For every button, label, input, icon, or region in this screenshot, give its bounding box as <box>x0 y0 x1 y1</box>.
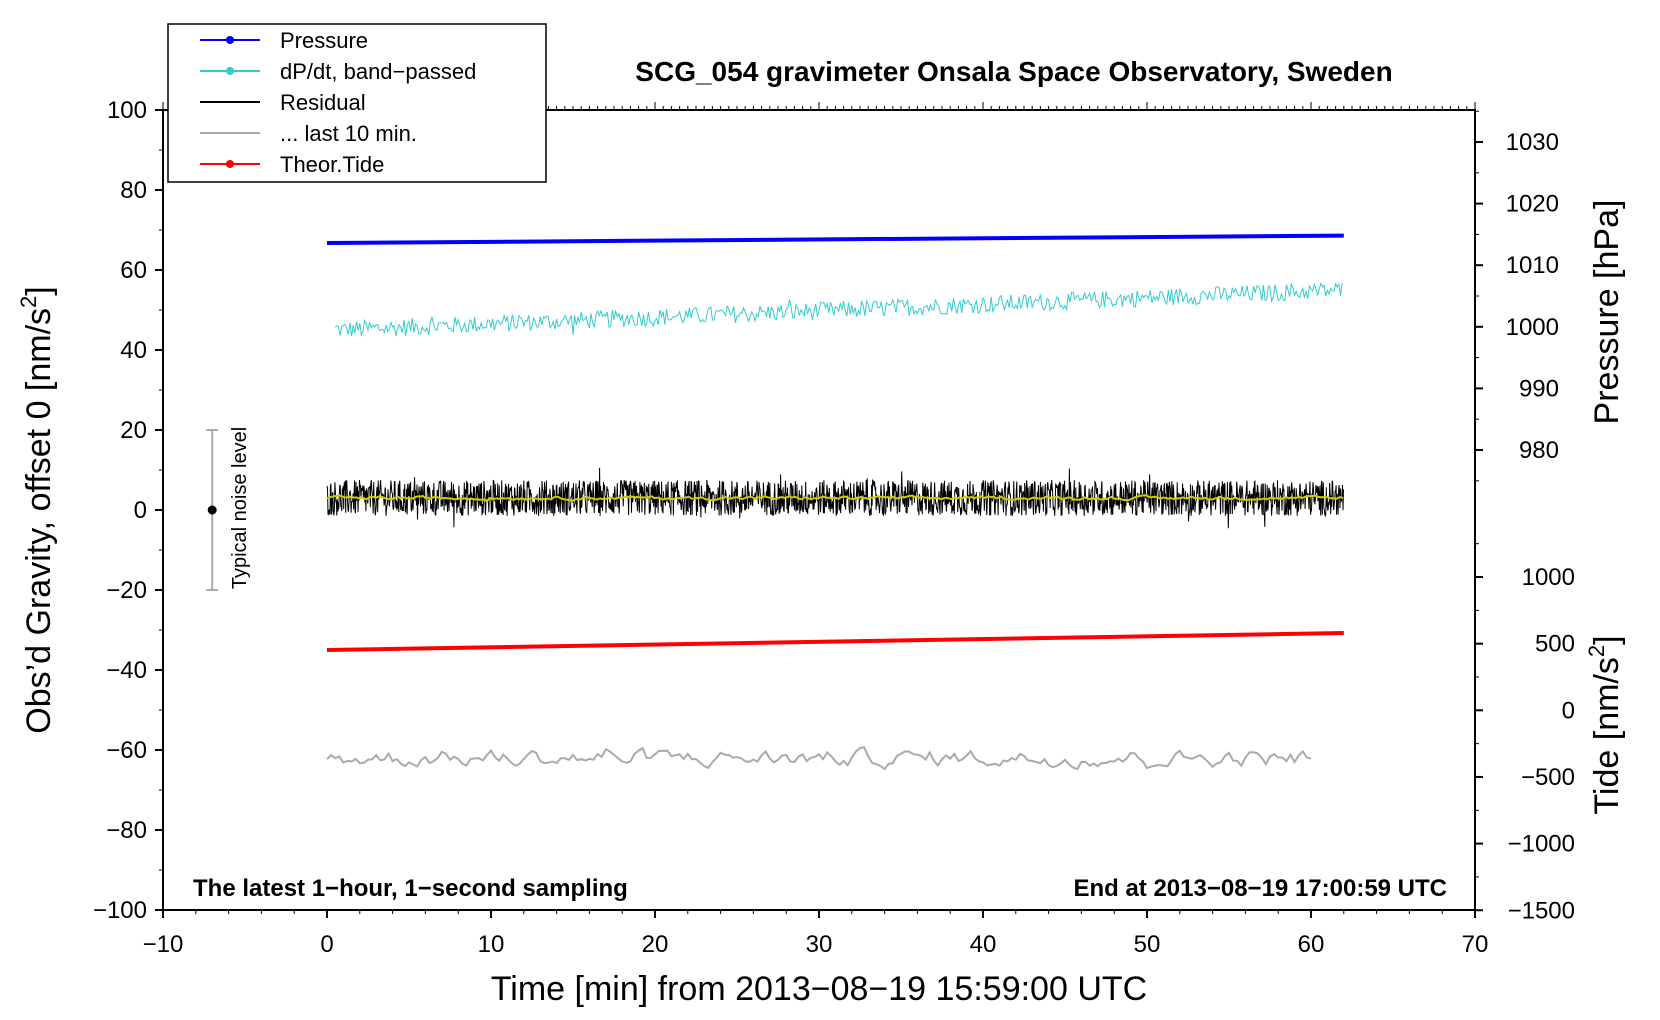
legend: Pressure dP/dt, band−passed Residual ... la… <box>167 23 547 183</box>
noise-level-label: Typical noise level <box>229 427 251 589</box>
pressure-axis-ticks: 1030 1020 1010 1000 990 980 <box>1475 110 1559 482</box>
y-tick-label: 0 <box>134 497 147 524</box>
y-tick-label: −80 <box>106 817 147 844</box>
y-axis-label-left-sup: 2 <box>16 296 41 308</box>
y-tick-label: 60 <box>120 257 147 284</box>
series-line <box>326 233 1344 246</box>
y-axis-left-ticks: 100 80 60 40 20 0 −20 −40 −60 −80 −100 <box>93 97 163 924</box>
x-axis-label: Time [min] from 2013−08−19 15:59:00 UTC <box>491 970 1147 1008</box>
series-line <box>334 281 1343 337</box>
pressure-tick-label: 1020 <box>1506 191 1559 218</box>
x-tick-label: 10 <box>478 931 505 958</box>
legend-label: dP/dt, band−passed <box>280 59 476 84</box>
y-tick-label: 100 <box>107 97 147 124</box>
y-axis-label-tide-sup: 2 <box>1584 645 1609 657</box>
x-tick-label: −10 <box>143 931 184 958</box>
pressure-tick-label: 980 <box>1519 437 1559 464</box>
legend-label: ... last 10 min. <box>280 121 417 146</box>
legend-marker <box>226 67 234 75</box>
y-tick-label: −100 <box>93 897 147 924</box>
tide-tick-label: −1000 <box>1508 831 1575 858</box>
legend-marker <box>226 36 234 44</box>
y-axis-label-tide-end: ] <box>1588 635 1626 644</box>
series-line <box>326 746 1312 771</box>
x-tick-label: 30 <box>806 931 833 958</box>
tide-tick-label: 0 <box>1562 697 1575 724</box>
y-axis-label-tide-main: Tide [nm/s <box>1588 657 1626 814</box>
annotation-sampling: The latest 1−hour, 1−second sampling <box>193 875 628 902</box>
x-tick-label: 50 <box>1134 931 1161 958</box>
x-tick-label: 0 <box>320 931 333 958</box>
annotation-end-time: End at 2013−08−19 17:00:59 UTC <box>1073 875 1447 902</box>
tide-axis-ticks: 1000 500 0 −500 −1000 −1500 <box>1475 543 1575 924</box>
pressure-tick-label: 990 <box>1519 375 1559 402</box>
tide-tick-label: 500 <box>1535 631 1575 658</box>
y-tick-label: −40 <box>106 657 147 684</box>
y-axis-label-left: Obs’d Gravity, offset 0 [nm/s2] <box>16 286 58 733</box>
y-tick-label: 40 <box>120 337 147 364</box>
x-tick-label: 70 <box>1462 931 1489 958</box>
y-axis-label-left-main: Obs’d Gravity, offset 0 [nm/s <box>20 308 58 734</box>
x-tick-label: 40 <box>970 931 997 958</box>
x-tick-label: 20 <box>642 931 669 958</box>
series-line <box>326 467 1344 529</box>
y-tick-label: −20 <box>106 577 147 604</box>
series-layer <box>326 233 1344 771</box>
noise-bar-center <box>207 505 217 515</box>
legend-marker <box>226 160 234 168</box>
noise-level-bar <box>206 429 219 591</box>
y-tick-label: 80 <box>120 177 147 204</box>
tide-tick-label: −500 <box>1521 764 1575 791</box>
series-line <box>326 494 1344 504</box>
legend-label: Theor.Tide <box>280 152 384 177</box>
pressure-tick-label: 1010 <box>1506 252 1559 279</box>
legend-label: Residual <box>280 90 366 115</box>
y-axis-label-pressure: Pressure [hPa] <box>1588 200 1626 425</box>
x-tick-label: 60 <box>1298 931 1325 958</box>
y-axis-label-left-end: ] <box>20 286 58 295</box>
y-tick-label: 20 <box>120 417 147 444</box>
series-line <box>326 630 1344 653</box>
x-axis-ticks: −10 0 10 20 30 40 50 60 70 <box>143 910 1489 958</box>
legend-label: Pressure <box>280 28 368 53</box>
chart-title: SCG_054 gravimeter Onsala Space Observat… <box>635 56 1392 87</box>
tide-tick-label: −1500 <box>1508 897 1575 924</box>
pressure-tick-label: 1030 <box>1506 129 1559 156</box>
tide-tick-label: 1000 <box>1522 564 1575 591</box>
y-axis-label-tide: Tide [nm/s2] <box>1584 635 1626 814</box>
pressure-tick-label: 1000 <box>1506 314 1559 341</box>
y-tick-label: −60 <box>106 737 147 764</box>
